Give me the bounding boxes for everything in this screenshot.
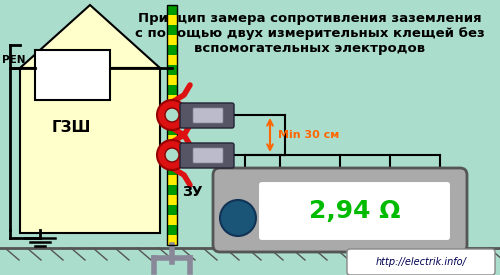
Bar <box>167 15 177 25</box>
Circle shape <box>376 182 394 200</box>
Bar <box>167 95 177 105</box>
Bar <box>167 165 177 175</box>
Circle shape <box>220 200 256 236</box>
Bar <box>167 115 177 125</box>
Polygon shape <box>20 5 160 68</box>
Bar <box>167 5 177 245</box>
Circle shape <box>157 100 187 130</box>
Bar <box>167 105 177 115</box>
Bar <box>35 50 110 100</box>
Bar <box>167 175 177 185</box>
Text: с помощью двух измерительных клещей без: с помощью двух измерительных клещей без <box>135 27 485 40</box>
Circle shape <box>261 182 279 200</box>
Text: Min 30 см: Min 30 см <box>278 130 340 140</box>
FancyBboxPatch shape <box>347 249 495 275</box>
Bar <box>167 55 177 65</box>
Circle shape <box>165 148 179 162</box>
Bar <box>167 5 177 15</box>
Bar <box>20 68 160 233</box>
Bar <box>167 195 177 205</box>
Bar <box>167 235 177 245</box>
Text: http://electrik.info/: http://electrik.info/ <box>376 257 466 267</box>
Circle shape <box>157 140 187 170</box>
FancyBboxPatch shape <box>193 148 223 163</box>
Bar <box>167 25 177 35</box>
Bar <box>167 225 177 235</box>
FancyBboxPatch shape <box>213 168 467 252</box>
FancyBboxPatch shape <box>258 181 451 241</box>
Circle shape <box>165 108 179 122</box>
Bar <box>167 155 177 165</box>
FancyBboxPatch shape <box>180 103 234 128</box>
Bar <box>167 145 177 155</box>
Bar <box>167 85 177 95</box>
Bar <box>167 205 177 215</box>
Bar <box>167 75 177 85</box>
FancyBboxPatch shape <box>180 143 234 168</box>
Text: ЗУ: ЗУ <box>182 185 203 199</box>
Text: вспомогательных электродов: вспомогательных электродов <box>194 42 426 55</box>
Bar <box>167 135 177 145</box>
Text: PEN: PEN <box>2 55 26 65</box>
Text: Принцип замера сопротивления заземления: Принцип замера сопротивления заземления <box>138 12 482 25</box>
Text: 2,94 Ω: 2,94 Ω <box>309 199 400 223</box>
Bar <box>167 35 177 45</box>
Bar <box>167 65 177 75</box>
Bar <box>167 45 177 55</box>
Circle shape <box>296 182 314 200</box>
Circle shape <box>336 182 354 200</box>
FancyBboxPatch shape <box>193 108 223 123</box>
Text: ГЗШ: ГЗШ <box>52 120 92 135</box>
Bar <box>167 185 177 195</box>
Circle shape <box>416 182 434 200</box>
Bar <box>167 215 177 225</box>
Bar <box>167 125 177 135</box>
